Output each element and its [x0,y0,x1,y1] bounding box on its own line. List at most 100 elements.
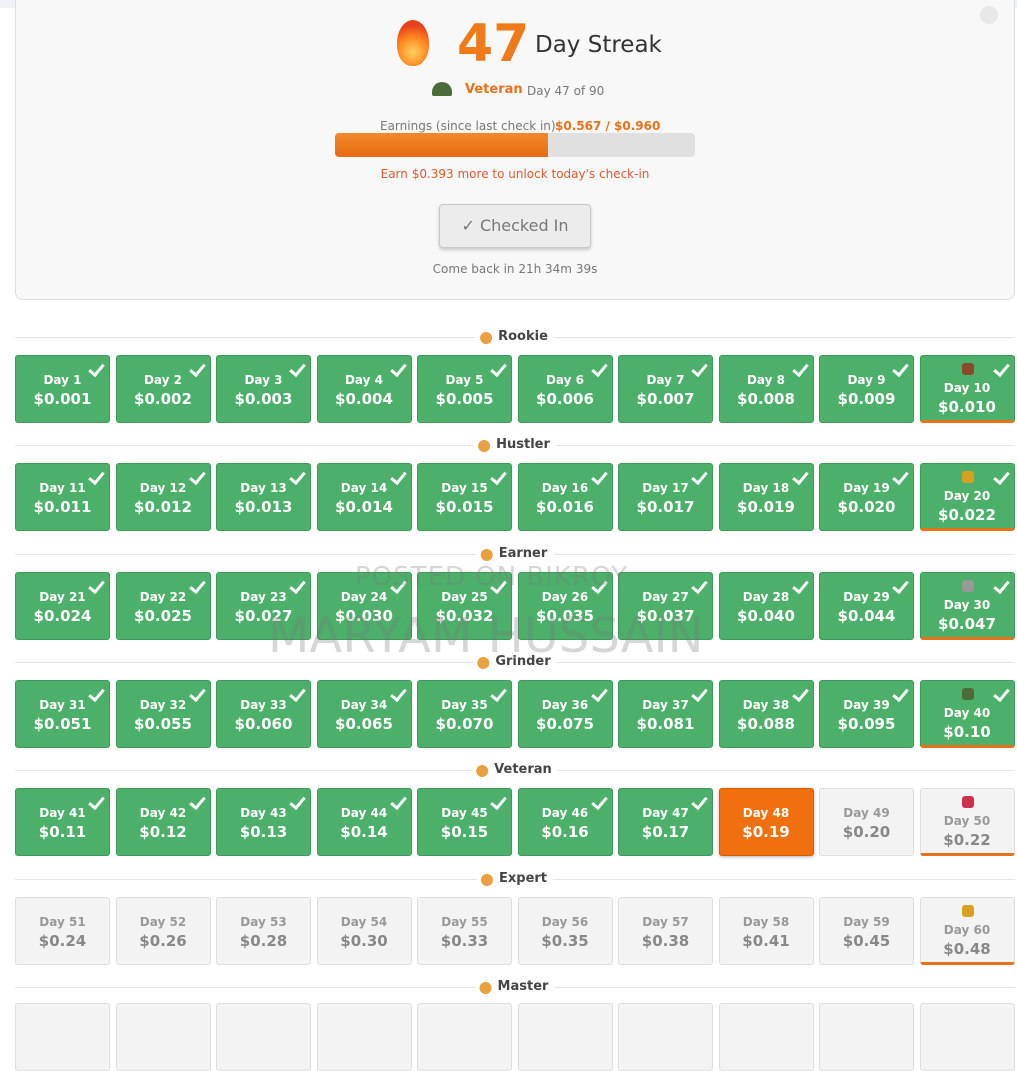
day-card: Day 38 $0.088 [718,679,814,748]
day-label: Day 42 [139,806,187,821]
day-amount: $0.41 [742,931,790,950]
close-button[interactable] [980,6,998,24]
check-icon [992,359,1010,378]
day-label: Day 50 [943,814,991,829]
day-amount: $0.001 [33,390,92,408]
day-label: Day 12 [139,481,187,496]
day-card: Day 1 $0.001 [15,355,110,423]
tier-name: Expert [476,870,554,886]
day-card: Day 22 $0.025 [115,571,211,640]
day-label: Day 11 [39,481,86,496]
day-card: Day 42 $0.12 [115,788,211,857]
day-card: Day 53 $0.28 [216,896,311,965]
day-amount: $0.15 [440,823,489,842]
day-amount: $0.037 [636,606,695,625]
day-card: Day 50 $0.22 [919,788,1015,857]
day-amount: $0.010 [938,398,996,416]
day-label: Day 53 [240,914,287,929]
day-amount: $0.22 [943,831,991,850]
day-card: Day 49 $0.20 [819,788,914,857]
day-amount: $0.24 [38,931,87,950]
milestone-icon [961,796,974,809]
day-card: Day 55 $0.33 [417,896,512,965]
checkin-button[interactable]: ✓ Checked In [439,204,591,248]
day-card: Day 12 $0.012 [115,463,211,532]
watermark: MARYAM HUSSAIN [268,608,704,664]
day-card: Day 9 $0.009 [819,355,914,423]
day-label: Day 5 [445,373,484,387]
day-amount: $0.005 [435,390,494,408]
day-card: Day 23 $0.027 [216,571,311,640]
day-amount: $0.009 [837,390,896,408]
day-card: Day 17 $0.017 [618,463,713,532]
tier-name: Master [475,978,555,994]
day-card: Day 31 $0.051 [15,679,110,748]
day-card [517,1002,613,1071]
day-amount: $0.075 [536,714,594,733]
day-label: Day 44 [340,806,388,821]
day-card: Day 25 $0.032 [417,571,512,640]
day-label: Day 51 [39,914,86,929]
day-label: Day 45 [441,806,488,821]
day-label: Day 17 [642,481,689,496]
day-label: Day 32 [139,697,187,712]
day-label: Day 52 [139,914,187,929]
earnings-value: $0.567 / $0.960 [555,119,661,133]
tier-name: Rookie [476,329,554,344]
tier-name: Grinder [473,653,557,669]
day-card: Day 2 $0.002 [115,355,211,423]
day-amount: $0.30 [340,931,388,950]
day-card: Day 54 $0.30 [316,896,412,965]
day-card: Day 56 $0.35 [517,896,613,965]
day-amount: $0.022 [938,506,996,525]
day-label: Day 31 [39,697,86,712]
day-card: Day 39 $0.095 [819,679,914,748]
day-card: Day 21 $0.024 [15,571,110,640]
day-card[interactable]: Day 48 $0.19 [718,788,814,857]
day-label: Day 35 [441,697,488,712]
day-amount: $0.055 [134,714,192,733]
day-card: Day 59 $0.45 [819,896,914,965]
day-label: Day 41 [39,806,86,821]
day-label: Day 33 [240,697,287,712]
day-amount: $0.015 [435,498,494,517]
day-label: Day 26 [541,589,589,604]
day-card: Day 8 $0.008 [718,355,814,423]
day-label: Day 40 [943,705,991,720]
day-card: Day 35 $0.070 [417,679,512,748]
day-amount: $0.28 [239,931,288,950]
day-amount: $0.011 [33,498,92,517]
day-card: Day 47 $0.17 [618,788,713,857]
day-amount: $0.014 [335,498,393,517]
day-card: Day 24 $0.030 [316,571,412,640]
day-progress: Day 47 of 90 [527,84,605,98]
day-amount: $0.38 [641,931,690,950]
day-card: Day 30 $0.047 [919,571,1015,640]
day-amount: $0.16 [541,823,589,842]
day-card: Day 40 $0.10 [919,679,1015,748]
day-amount: $0.007 [636,390,695,408]
day-card: Day 52 $0.26 [115,896,211,965]
day-label: Day 1 [43,373,82,387]
day-label: Day 59 [843,914,890,929]
tier-name: Veteran [472,762,558,778]
day-amount: $0.040 [737,606,795,625]
day-label: Day 20 [943,489,991,504]
day-amount: $0.030 [335,606,393,625]
day-label: Day 48 [742,806,790,821]
day-label: Day 22 [139,589,187,604]
watermark: POSTED ON BIKROY [355,562,628,592]
day-amount: $0.004 [335,390,393,408]
day-card: Day 26 $0.035 [517,571,613,640]
day-label: Day 56 [541,914,589,929]
day-label: Day 54 [340,914,388,929]
check-icon [992,684,1010,703]
day-amount: $0.12 [139,823,187,842]
streak-count: 47 [457,14,530,74]
day-amount: $0.019 [737,498,795,517]
day-label: Day 37 [642,697,689,712]
day-amount: $0.027 [234,606,293,625]
day-card: Day 10 $0.010 [919,355,1015,423]
day-amount: $0.20 [842,823,891,842]
day-amount: $0.48 [943,939,991,958]
